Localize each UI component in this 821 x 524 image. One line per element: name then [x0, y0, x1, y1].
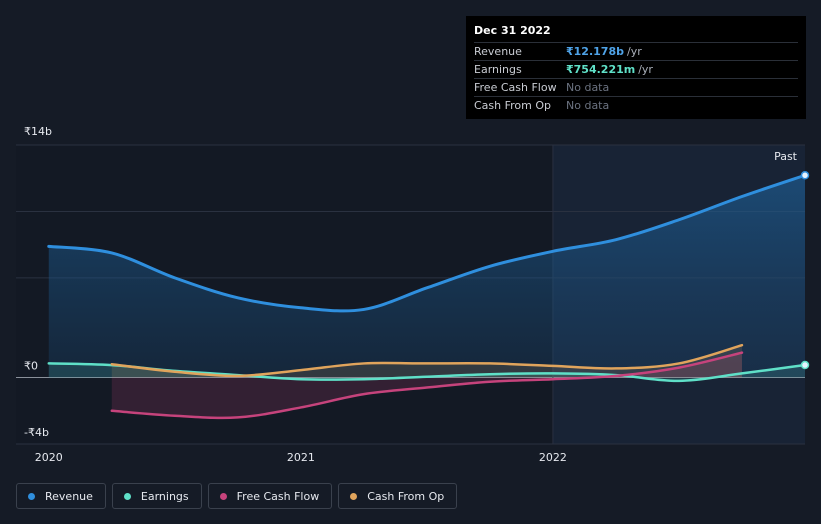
legend-item-cash-from-op[interactable]: Cash From Op [338, 483, 458, 509]
tooltip-row-free-cash-flow: Free Cash Flow No data [474, 78, 798, 96]
tooltip-unit: /yr [638, 63, 653, 76]
legend-item-free-cash-flow[interactable]: Free Cash Flow [207, 483, 333, 509]
tooltip-label: Earnings [474, 63, 522, 76]
y-tick-label: -₹4b [24, 426, 49, 439]
tooltip-value: No data [566, 81, 610, 94]
y-tick-label: ₹0 [24, 360, 38, 373]
legend-label: Earnings [140, 489, 189, 503]
tooltip-value: ₹754.221m [566, 63, 636, 76]
legend-item-earnings[interactable]: Earnings [111, 483, 202, 509]
tooltip-date: Dec 31 2022 [474, 24, 551, 37]
y-axis-labels: ₹14b ₹0 -₹4b [24, 125, 52, 439]
legend: Revenue Earnings Free Cash Flow Cash Fro… [16, 483, 458, 509]
tooltip-row-revenue: Revenue ₹12.178b /yr [474, 42, 798, 60]
legend-item-revenue[interactable]: Revenue [16, 483, 106, 509]
legend-label: Cash From Op [367, 489, 445, 503]
tooltip-row-earnings: Earnings ₹754.221m /yr [474, 60, 798, 78]
line-cash-from-op [110, 343, 744, 378]
legend-dot-icon [219, 492, 227, 500]
tooltip-panel: Dec 31 2022 Revenue ₹12.178b /yr Earning… [466, 16, 806, 119]
tooltip-label: Free Cash Flow [474, 81, 557, 94]
legend-label: Revenue [45, 489, 93, 503]
tooltip-value: No data [566, 99, 610, 112]
tooltip-row-cash-from-op: Cash From Op No data [474, 96, 798, 114]
endpoint-marker-earnings [800, 360, 810, 370]
y-tick-label: ₹14b [24, 125, 52, 138]
tooltip-label: Revenue [474, 45, 522, 58]
legend-dot-icon [123, 492, 131, 500]
line-free-cash-flow [110, 351, 744, 420]
tooltip-unit: /yr [626, 45, 642, 58]
tooltip-value: ₹12.178b [566, 45, 624, 58]
legend-dot-icon [28, 492, 35, 500]
tooltip-label: Cash From Op [474, 99, 552, 112]
area-free-cash-flow [111, 352, 742, 418]
area-cash-from-op [111, 345, 742, 378]
series-lines [47, 171, 810, 420]
area-revenue [48, 175, 806, 378]
x-tick-label: 2022 [539, 451, 567, 464]
line-revenue [47, 173, 807, 313]
endpoint-marker-revenue [800, 171, 810, 180]
x-axis-labels: 2020 2021 2022 [35, 451, 567, 464]
past-label: Past [774, 150, 798, 163]
x-tick-label: 2020 [35, 451, 63, 464]
legend-label: Free Cash Flow [236, 489, 320, 503]
x-tick-label: 2021 [287, 451, 315, 464]
legend-dot-icon [350, 492, 358, 500]
